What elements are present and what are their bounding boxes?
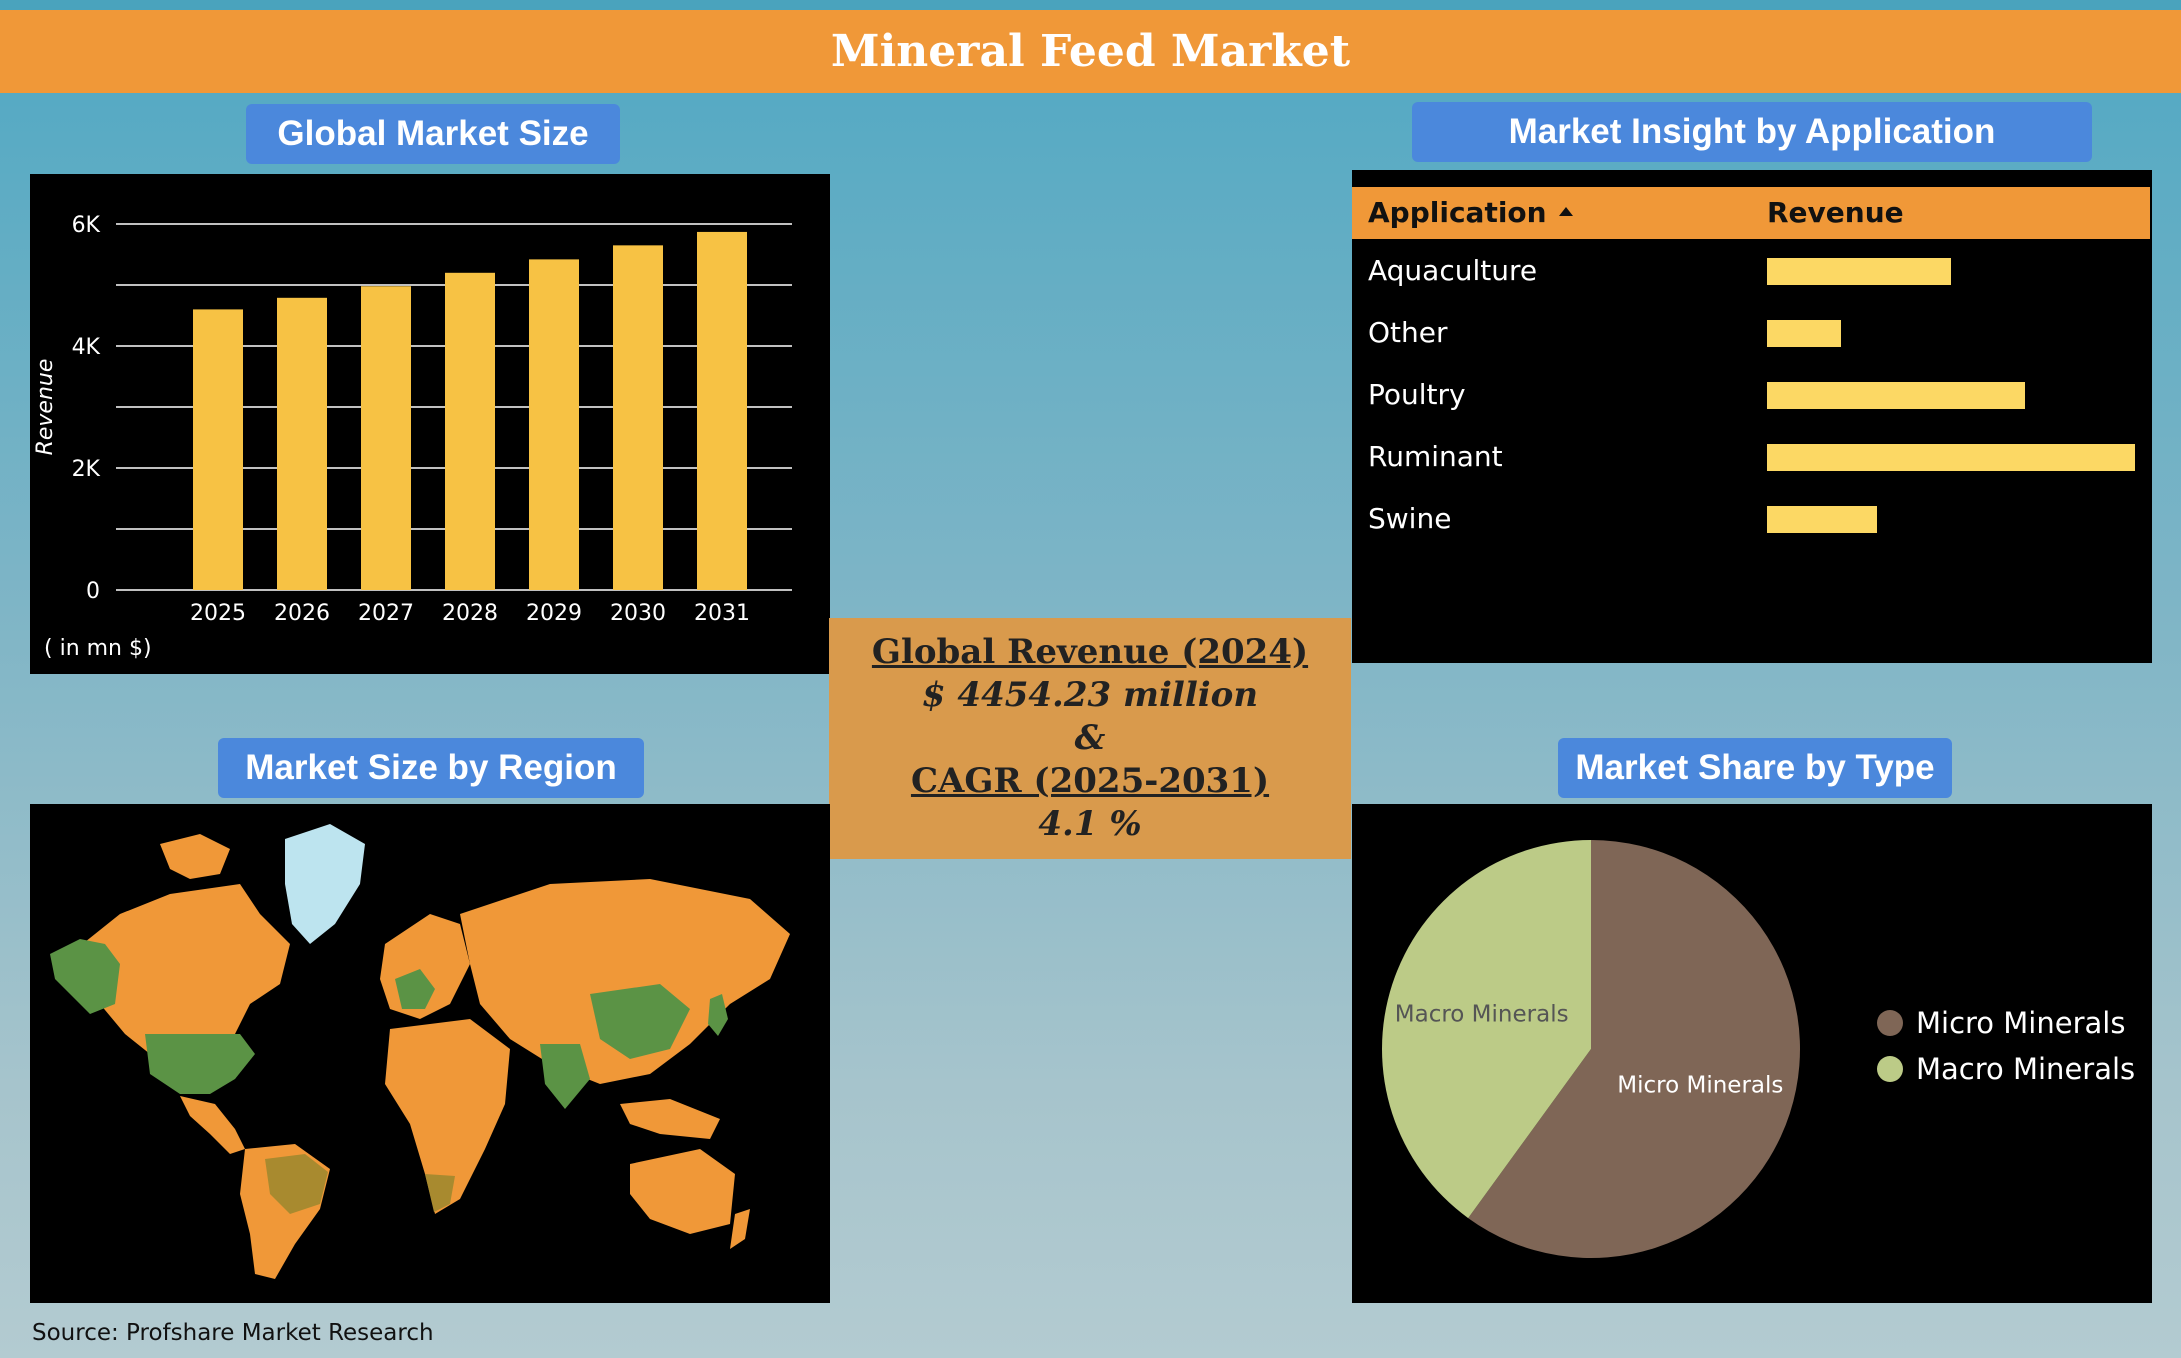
map-india bbox=[540, 1044, 590, 1109]
column-header-revenue[interactable]: Revenue bbox=[1767, 196, 1904, 229]
y-tick-label: 4K bbox=[72, 335, 101, 360]
bar-2028[interactable] bbox=[445, 272, 495, 590]
map-se-asia bbox=[620, 1099, 720, 1139]
application-title: Market Insight by Application bbox=[1412, 102, 2092, 162]
source-note: Source: Profshare Market Research bbox=[32, 1320, 434, 1346]
header-banner: Mineral Feed Market bbox=[0, 10, 2181, 93]
top-strip bbox=[0, 0, 2181, 10]
revenue-bar-other[interactable] bbox=[1767, 320, 1841, 347]
x-tick-label: 2030 bbox=[610, 601, 666, 626]
pie-slice-micro-minerals[interactable] bbox=[1468, 840, 1800, 1258]
map-asia bbox=[460, 879, 790, 1084]
bar-2030[interactable] bbox=[613, 245, 663, 590]
column-header-application[interactable]: Application bbox=[1368, 187, 1573, 239]
map-africa bbox=[385, 1019, 510, 1214]
y-tick-label: 2K bbox=[72, 457, 101, 482]
table-row-label: Swine bbox=[1368, 502, 1452, 535]
market-size-title: Global Market Size bbox=[246, 104, 620, 164]
cagr-label: CAGR (2025-2031) bbox=[910, 761, 1270, 801]
revenue-summary-box: Global Revenue (2024) $ 4454.23 million … bbox=[829, 618, 1351, 859]
column-header-application-label: Application bbox=[1368, 196, 1547, 229]
bar-2026[interactable] bbox=[277, 297, 327, 590]
revenue-bar-poultry[interactable] bbox=[1767, 382, 2025, 409]
sort-ascending-icon[interactable] bbox=[1558, 206, 1573, 216]
legend-label-macro: Macro Minerals bbox=[1916, 1052, 2136, 1086]
pie-chart: Micro Minerals Macro Minerals bbox=[1382, 840, 1800, 1258]
map-brazil bbox=[265, 1154, 328, 1214]
map-new-zealand bbox=[730, 1209, 750, 1249]
x-tick-label: 2025 bbox=[190, 601, 246, 626]
x-tick-label: 2031 bbox=[694, 601, 750, 626]
map-greenland bbox=[285, 824, 365, 944]
legend-swatch-micro bbox=[1877, 1010, 1903, 1036]
revenue-value: $ 4454.23 million bbox=[921, 675, 1259, 715]
revenue-bar-ruminant[interactable] bbox=[1767, 444, 2135, 471]
y-tick-label: 0 bbox=[86, 579, 100, 604]
region-title: Market Size by Region bbox=[218, 738, 644, 798]
market-size-panel: 0 2K 4K 6K 2025 2026 2027 2028 2029 2030 2031 Reven… bbox=[30, 174, 830, 674]
table-row-label: Aquaculture bbox=[1368, 254, 1538, 287]
table-row-label: Other bbox=[1368, 316, 1448, 349]
type-title: Market Share by Type bbox=[1558, 738, 1952, 798]
x-tick-label: 2027 bbox=[358, 601, 414, 626]
table-row-label: Poultry bbox=[1368, 378, 1466, 411]
map-europe-highlight bbox=[395, 969, 435, 1009]
bar-2031[interactable] bbox=[697, 231, 747, 590]
pie-slice-label: Macro Minerals bbox=[1395, 1001, 1569, 1027]
x-tick-label: 2029 bbox=[526, 601, 582, 626]
map-australia bbox=[630, 1149, 735, 1234]
map-usa bbox=[145, 1034, 255, 1094]
world-map bbox=[50, 824, 790, 1279]
revenue-label: Global Revenue (2024) bbox=[871, 632, 1309, 672]
legend-item-macro[interactable]: Macro Minerals bbox=[1877, 1052, 2135, 1086]
bar-2025[interactable] bbox=[193, 309, 243, 590]
legend-swatch-macro bbox=[1877, 1056, 1903, 1082]
map-japan bbox=[708, 994, 728, 1036]
x-tick-label: 2026 bbox=[274, 601, 330, 626]
map-north-america bbox=[70, 884, 290, 1079]
cagr-value: 4.1 % bbox=[1038, 804, 1142, 844]
revenue-bar-swine[interactable] bbox=[1767, 506, 1877, 533]
unit-note: ( in mn $) bbox=[44, 636, 152, 661]
type-panel: Micro Minerals Macro Minerals Micro Miner… bbox=[1352, 804, 2152, 1303]
ampersand: & bbox=[1074, 718, 1106, 758]
map-alaska bbox=[50, 939, 120, 1014]
legend-item-micro[interactable]: Micro Minerals bbox=[1877, 1006, 2125, 1040]
bar-chart: 0 2K 4K 6K 2025 2026 2027 2028 2029 2030 2031 Reven… bbox=[33, 213, 792, 661]
x-tick-label: 2028 bbox=[442, 601, 498, 626]
revenue-bar-aquaculture[interactable] bbox=[1767, 258, 1951, 285]
y-tick-label: 6K bbox=[72, 213, 101, 238]
table-header: Application Revenue bbox=[1352, 187, 2150, 239]
map-south-africa bbox=[425, 1174, 455, 1212]
page-title: Mineral Feed Market bbox=[830, 26, 1351, 77]
legend-label-micro: Micro Minerals bbox=[1916, 1006, 2126, 1040]
map-central-america bbox=[180, 1096, 245, 1154]
map-canada-islands bbox=[160, 834, 230, 879]
pie-slice-label: Micro Minerals bbox=[1617, 1073, 1783, 1099]
bar-2027[interactable] bbox=[361, 286, 411, 590]
table-row-label: Ruminant bbox=[1368, 440, 1503, 473]
y-axis-label: Revenue bbox=[33, 359, 58, 456]
application-panel: Application Revenue Aquaculture Other Poul… bbox=[1352, 170, 2152, 663]
map-china bbox=[590, 984, 690, 1059]
bar-2029[interactable] bbox=[529, 259, 579, 590]
pie-slice-macro-minerals[interactable] bbox=[1382, 840, 1591, 1219]
region-map-panel bbox=[30, 804, 830, 1303]
